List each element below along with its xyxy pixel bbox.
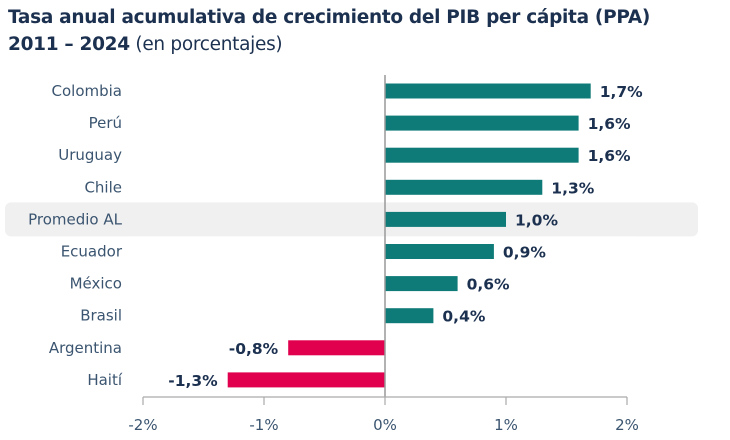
data-label: 0,9% — [503, 244, 546, 262]
data-label: 1,7% — [600, 83, 643, 101]
category-label: Ecuador — [61, 243, 123, 261]
chart-title: Tasa anual acumulativa de crecimiento de… — [8, 7, 651, 55]
bar — [385, 147, 579, 163]
data-label: 1,3% — [551, 179, 594, 197]
bar — [385, 179, 543, 195]
category-label: Perú — [89, 114, 122, 132]
bar — [385, 115, 579, 131]
data-label: -0,8% — [229, 340, 279, 358]
x-tick-label: -2% — [128, 416, 157, 434]
data-label: 1,6% — [588, 147, 631, 165]
x-tick-label: -1% — [249, 416, 278, 434]
category-label: Chile — [84, 178, 122, 196]
bar — [385, 308, 434, 324]
highlight-band — [5, 202, 698, 237]
data-label: 0,6% — [467, 276, 510, 294]
bar — [288, 340, 385, 356]
data-label: -1,3% — [168, 372, 218, 390]
category-label: México — [70, 275, 122, 293]
bar — [385, 83, 591, 99]
bar — [227, 372, 385, 388]
x-tick-label: 1% — [494, 416, 518, 434]
category-label: Uruguay — [58, 146, 122, 164]
category-label: Haití — [87, 371, 123, 389]
bar — [385, 276, 458, 292]
x-tick-label: 0% — [373, 416, 397, 434]
data-label: 1,0% — [515, 211, 558, 229]
category-label: Argentina — [49, 339, 122, 357]
bar — [385, 211, 506, 227]
category-label: Colombia — [52, 82, 123, 100]
category-label: Brasil — [80, 307, 122, 325]
category-label: Promedio AL — [28, 210, 123, 228]
data-label: 1,6% — [588, 115, 631, 133]
bar — [385, 244, 494, 259]
x-tick-label: 2% — [615, 416, 639, 434]
data-label: 0,4% — [442, 308, 485, 326]
